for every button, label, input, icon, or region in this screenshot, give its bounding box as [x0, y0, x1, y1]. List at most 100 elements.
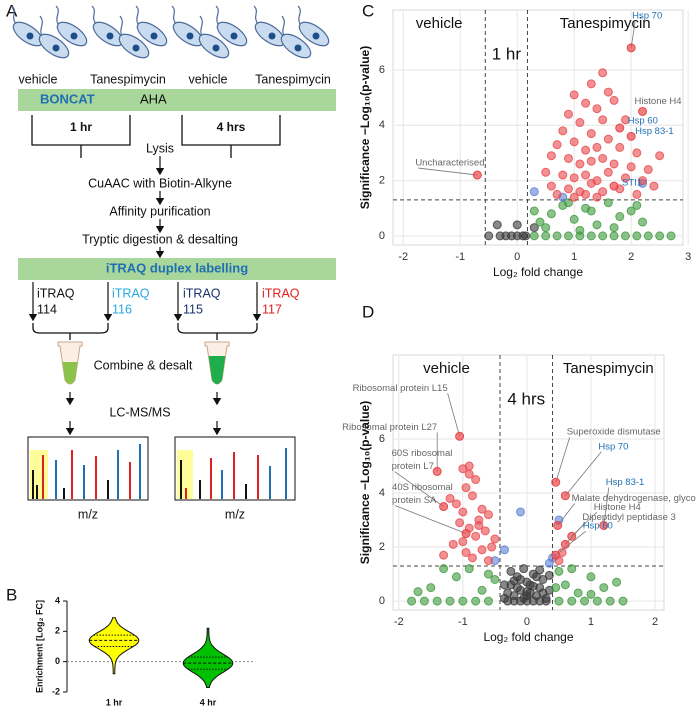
- data-point: [609, 231, 619, 241]
- data-point: [464, 461, 474, 471]
- time-label: 1 hr: [492, 44, 522, 63]
- data-point: [643, 231, 653, 241]
- schematic: vehicle Tanespimycin vehicle Tanespimyci…: [8, 5, 336, 521]
- data-point: [461, 547, 471, 557]
- bar-label: BONCAT: [40, 91, 95, 106]
- leader-line: [565, 522, 586, 545]
- y-tick-label: 2: [55, 626, 60, 636]
- data-point: [563, 198, 573, 208]
- data-point: [461, 483, 471, 493]
- annotated-point: [638, 106, 648, 116]
- data-point: [586, 79, 596, 89]
- itraq-channel: 115: [183, 302, 203, 316]
- data-point: [552, 140, 562, 150]
- data-point: [529, 231, 539, 241]
- cell-icon: [8, 5, 92, 63]
- data-point: [477, 545, 487, 555]
- annotated-point: [551, 477, 561, 487]
- x-tick-label: -1: [455, 251, 465, 263]
- annotated-point: [472, 170, 482, 180]
- annotation-label: Hsp 83-1: [635, 126, 674, 137]
- leader-line: [555, 530, 586, 556]
- data-point: [541, 167, 551, 177]
- data-point: [541, 596, 551, 606]
- step-label: Lysis: [146, 141, 174, 155]
- data-point: [538, 588, 548, 598]
- data-point: [586, 231, 596, 241]
- data-point: [581, 145, 591, 155]
- data-point: [615, 212, 625, 222]
- data-point: [558, 126, 568, 136]
- data-point: [632, 148, 642, 158]
- data-point: [609, 159, 619, 169]
- data-point: [666, 231, 676, 241]
- y-tick-label: 6: [379, 64, 385, 76]
- data-point: [551, 583, 561, 593]
- data-point: [586, 129, 596, 139]
- data-point: [586, 572, 596, 582]
- data-point: [598, 187, 608, 197]
- annotation-label: Dipeptidyl peptidase 3: [582, 512, 675, 523]
- data-point: [643, 165, 653, 175]
- data-point: [560, 580, 570, 590]
- data-point: [448, 539, 458, 549]
- y-axis-title: Significance −Log₁₀(p-value): [358, 46, 372, 209]
- data-point: [484, 231, 494, 241]
- spectrum: [27, 436, 149, 501]
- data-point: [649, 181, 659, 191]
- spectrum: [174, 436, 296, 501]
- data-point: [529, 206, 539, 216]
- y-tick-label: 6: [379, 433, 385, 445]
- itraq-channel: 117: [262, 302, 282, 316]
- data-point: [528, 581, 538, 591]
- data-point: [569, 192, 579, 202]
- data-point: [464, 564, 474, 574]
- data-point: [626, 206, 636, 216]
- step-label: Affinity purification: [109, 204, 210, 218]
- data-point: [413, 587, 423, 597]
- data-point: [609, 223, 619, 233]
- data-point: [552, 231, 562, 241]
- x-tick-label: 0: [524, 616, 530, 628]
- data-point: [407, 596, 417, 606]
- itraq-label: iTRAQ: [37, 286, 75, 300]
- data-point: [535, 565, 545, 575]
- data-point: [541, 223, 551, 233]
- data-point: [603, 134, 613, 144]
- bar-label: iTRAQ duplex labelling: [106, 260, 248, 275]
- data-point: [554, 596, 564, 606]
- data-point: [483, 596, 493, 606]
- bar-label: AHA: [140, 91, 167, 106]
- condition-label: Tanespimycin: [90, 72, 166, 86]
- region-label: Tanespimycin: [560, 15, 651, 32]
- data-point: [592, 104, 602, 114]
- y-axis-title: Enrichment [Log₂ FC]: [34, 600, 44, 693]
- data-point: [451, 499, 461, 509]
- annotated-point: [567, 531, 577, 541]
- data-point: [490, 574, 500, 584]
- data-point: [586, 206, 596, 216]
- data-point: [458, 537, 468, 547]
- data-point: [618, 596, 628, 606]
- annotated-point: [551, 550, 561, 560]
- data-point: [487, 542, 497, 552]
- annotation-label: Uncharacterised: [415, 158, 484, 169]
- data-point: [581, 189, 591, 199]
- cell-icon: [168, 5, 252, 63]
- data-point: [586, 156, 596, 166]
- leader-line: [557, 503, 575, 526]
- data-point: [632, 189, 642, 199]
- cell-icon: [88, 5, 172, 63]
- data-point: [522, 591, 532, 601]
- axis-label: m/z: [78, 507, 98, 521]
- data-point: [563, 153, 573, 163]
- data-point: [483, 556, 493, 566]
- annotation-label: Hsp 60: [628, 116, 658, 127]
- data-point: [471, 475, 481, 485]
- data-point: [626, 162, 636, 172]
- y-tick-label: 4: [55, 595, 60, 605]
- bracket: [31, 115, 131, 158]
- data-point: [455, 518, 465, 528]
- data-point: [558, 170, 568, 180]
